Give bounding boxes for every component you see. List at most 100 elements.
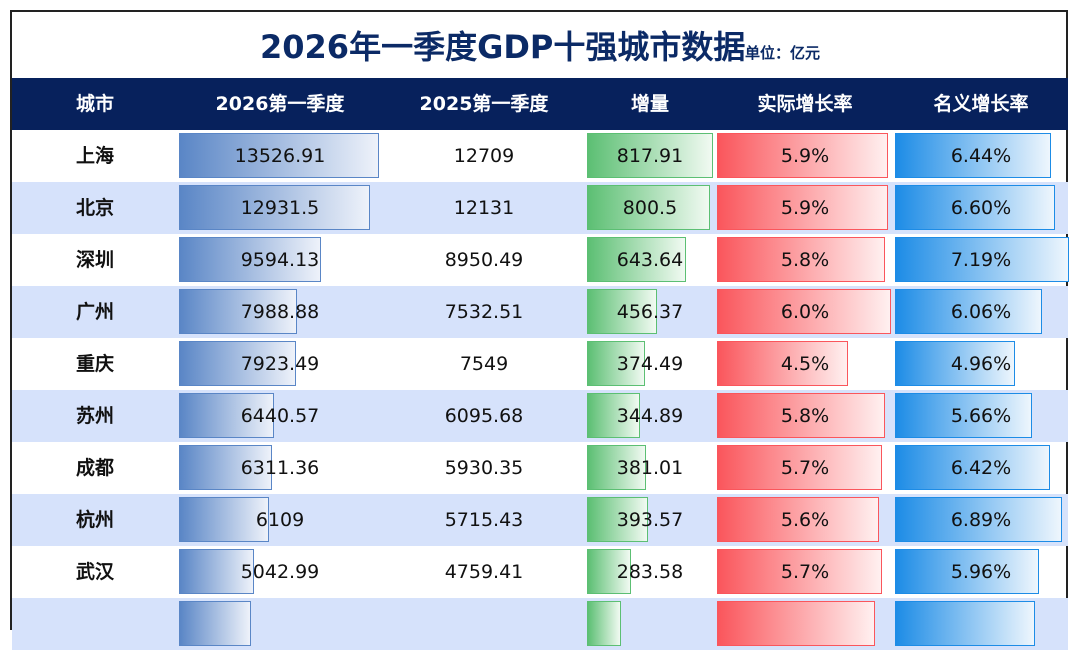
cell-gdp-2025: 8950.49 (444, 249, 524, 271)
data-bar-nominal (895, 549, 1039, 594)
data-bar-gdp2026 (179, 497, 269, 542)
data-bar-nominal (895, 341, 1015, 386)
cell-real-growth: 5.7% (780, 457, 830, 479)
cell-real-growth: 5.8% (780, 249, 830, 271)
data-bar-increase (587, 549, 631, 594)
cell-gdp-2025: 6095.68 (444, 405, 524, 427)
data-bar-partial (717, 601, 875, 646)
cell-nominal-growth: 4.96% (950, 353, 1012, 375)
cell-gdp-2026: 6440.57 (240, 405, 320, 427)
page-title: 2026年一季度GDP十强城市数据 (260, 28, 746, 66)
cell-increase: 817.91 (616, 145, 684, 167)
cell-city: 北京 (75, 197, 114, 219)
data-bar-partial (587, 601, 621, 646)
data-bar-increase (587, 289, 657, 334)
cell-nominal-growth: 5.66% (950, 405, 1012, 427)
header-real-growth: 实际增长率 (757, 93, 853, 115)
data-bar-increase (587, 185, 710, 230)
data-bar-gdp2026 (179, 341, 296, 386)
cell-gdp-2025: 5715.43 (444, 509, 524, 531)
data-bar-increase (587, 237, 686, 282)
table-row: 北京 12931.5 12131 800.5 5.9% 6.60% (12, 182, 1068, 234)
data-bar-real (717, 445, 882, 490)
data-bar-increase (587, 393, 640, 438)
cell-real-growth: 5.9% (780, 145, 830, 167)
data-bar-nominal (895, 393, 1032, 438)
cell-city: 成都 (75, 457, 114, 479)
cell-real-growth: 6.0% (780, 301, 830, 323)
data-bar-real (717, 185, 888, 230)
cell-gdp-2026: 12931.5 (240, 197, 320, 219)
cell-gdp-2026: 7988.88 (240, 301, 320, 323)
cell-increase: 800.5 (622, 197, 678, 219)
cell-nominal-growth: 6.06% (950, 301, 1012, 323)
data-bar-increase (587, 445, 646, 490)
data-bar-increase (587, 497, 648, 542)
table-row: 上海 13526.91 12709 817.91 5.9% 6.44% (12, 130, 1068, 182)
cell-increase: 344.89 (616, 405, 684, 427)
header-increase: 增量 (630, 93, 669, 115)
table-row: 重庆 7923.49 7549 374.49 4.5% 4.96% (12, 338, 1068, 390)
data-bar-nominal (895, 445, 1050, 490)
data-bar-gdp2026 (179, 185, 370, 230)
cell-increase: 283.58 (616, 561, 684, 583)
data-bar-partial (895, 601, 1035, 646)
cell-real-growth: 5.9% (780, 197, 830, 219)
data-bar-nominal (895, 185, 1055, 230)
cell-increase: 374.49 (616, 353, 684, 375)
table-row: 成都 6311.36 5930.35 381.01 5.7% 6.42% (12, 442, 1068, 494)
table-row: 杭州 6109 5715.43 393.57 5.6% 6.89% (12, 494, 1068, 546)
cell-nominal-growth: 6.89% (950, 509, 1012, 531)
data-bar-gdp2026 (179, 237, 321, 282)
data-bar-increase (587, 133, 713, 178)
cell-increase: 393.57 (616, 509, 684, 531)
cell-increase: 456.37 (616, 301, 684, 323)
data-bar-nominal (895, 237, 1069, 282)
cell-gdp-2026: 13526.91 (234, 145, 326, 167)
data-bar-gdp2026 (179, 289, 297, 334)
cell-gdp-2026: 5042.99 (240, 561, 320, 583)
cell-real-growth: 5.8% (780, 405, 830, 427)
table-row: 武汉 5042.99 4759.41 283.58 5.7% 5.96% (12, 546, 1068, 598)
data-bar-real (717, 289, 891, 334)
cell-nominal-growth: 5.96% (950, 561, 1012, 583)
data-bar-real (717, 133, 888, 178)
header-gdp-2026: 2026第一季度 (215, 93, 345, 115)
cell-gdp-2025: 4759.41 (444, 561, 524, 583)
data-bar-gdp2026 (179, 133, 379, 178)
cell-gdp-2026: 9594.13 (240, 249, 320, 271)
cell-real-growth: 5.6% (780, 509, 830, 531)
cell-gdp-2025: 12131 (453, 197, 515, 219)
cell-nominal-growth: 7.19% (950, 249, 1012, 271)
cell-city: 上海 (75, 145, 114, 167)
cell-city: 广州 (75, 301, 114, 323)
data-bar-nominal (895, 289, 1042, 334)
cell-nominal-growth: 6.44% (950, 145, 1012, 167)
cell-nominal-growth: 6.60% (950, 197, 1012, 219)
data-bar-real (717, 549, 882, 594)
unit-label: 单位：亿元 (745, 44, 821, 62)
cell-gdp-2025: 7549 (459, 353, 509, 375)
data-bar-nominal (895, 497, 1062, 542)
cell-gdp-2025: 12709 (453, 145, 515, 167)
cell-nominal-growth: 6.42% (950, 457, 1012, 479)
cell-city: 武汉 (75, 561, 114, 583)
cell-gdp-2025: 7532.51 (444, 301, 524, 323)
cell-gdp-2026: 7923.49 (240, 353, 320, 375)
data-bar-gdp2026 (179, 549, 254, 594)
data-bar-real (717, 393, 885, 438)
data-bar-gdp2026 (179, 445, 272, 490)
data-bar-real (717, 237, 885, 282)
table-row: 广州 7988.88 7532.51 456.37 6.0% 6.06% (12, 286, 1068, 338)
cell-city: 深圳 (75, 249, 114, 271)
data-bar-increase (587, 341, 645, 386)
cell-increase: 381.01 (616, 457, 684, 479)
cell-gdp-2026: 6109 (255, 509, 305, 531)
table-row: 苏州 6440.57 6095.68 344.89 5.8% 5.66% (12, 390, 1068, 442)
table-header: 城市 2026第一季度 2025第一季度 增量 实际增长率 名义增长率 (12, 78, 1068, 130)
data-bar-gdp2026 (179, 393, 274, 438)
cell-increase: 643.64 (616, 249, 684, 271)
table-row: 深圳 9594.13 8950.49 643.64 5.8% 7.19% (12, 234, 1069, 286)
header-nominal-growth: 名义增长率 (933, 93, 1029, 115)
title-row: 2026年一季度GDP十强城市数据 单位：亿元 (12, 12, 1068, 78)
